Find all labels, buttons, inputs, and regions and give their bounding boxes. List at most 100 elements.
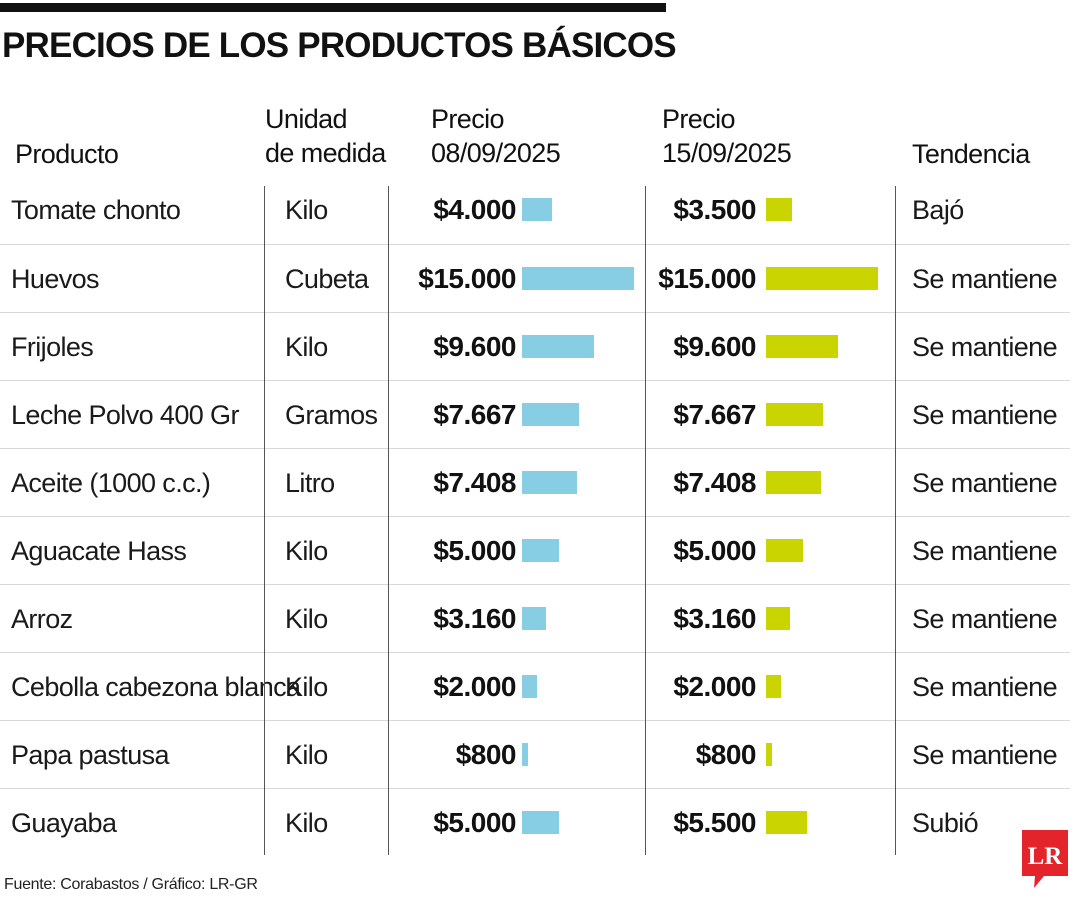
column-header-trend: Tendencia <box>912 137 1030 171</box>
price-week2-label: $15.000 <box>658 263 756 294</box>
bar-week1 <box>522 607 546 630</box>
trend-label: Bajó <box>912 195 964 225</box>
bar-week1 <box>522 267 634 290</box>
column-header-price-week2-line1: Precio <box>662 104 736 134</box>
page-title: PRECIOS DE LOS PRODUCTOS BÁSICOS <box>2 26 677 65</box>
bar-week2 <box>766 539 803 562</box>
bar-week1 <box>522 471 577 494</box>
table-row: Arroz Kilo $3.160 $3.160 Se mantiene <box>0 584 1070 653</box>
product-name: Papa pastusa <box>11 740 170 770</box>
price-week2-label: $3.500 <box>673 194 756 225</box>
source-note: Fuente: Corabastos / Gráfico: LR-GR <box>4 876 258 893</box>
table-row: Aguacate Hass Kilo $5.000 $5.000 Se mantiene <box>0 516 1070 585</box>
trend-label: Se mantiene <box>912 468 1058 498</box>
table-row: Huevos Cubeta $15.000 $15.000 Se mantiene <box>0 244 1070 313</box>
price-week2-label: $2.000 <box>673 671 756 702</box>
lr-logo-text: LR <box>1028 843 1064 870</box>
bar-week2 <box>766 198 792 221</box>
trend-label: Se mantiene <box>912 264 1058 294</box>
column-header-product: Producto <box>15 137 119 171</box>
price-week1-label: $7.667 <box>433 399 516 430</box>
product-name: Tomate chonto <box>11 195 181 225</box>
product-name: Cebolla cabezona blanca <box>11 672 301 702</box>
table-row: Cebolla cabezona blanca Kilo $2.000 $2.000 S… <box>0 652 1070 721</box>
unit-label: Kilo <box>285 808 328 838</box>
column-header-unit: Unidad de medida <box>265 102 386 170</box>
table-row: Aceite (1000 c.c.) Litro $7.408 $7.408 Se ma… <box>0 448 1070 517</box>
price-week2-label: $800 <box>695 739 757 770</box>
title-rule <box>0 3 666 12</box>
bar-week1 <box>522 743 528 766</box>
trend-label: Subió <box>912 808 979 838</box>
price-week2-label: $7.667 <box>673 399 756 430</box>
bar-week2 <box>766 471 821 494</box>
product-name: Aguacate Hass <box>11 536 187 566</box>
column-header-price-week1-line1: Precio <box>431 104 505 134</box>
price-week2-label: $3.160 <box>673 603 756 634</box>
trend-label: Se mantiene <box>912 740 1058 770</box>
product-name: Leche Polvo 400 Gr <box>11 400 239 430</box>
price-week1-label: $5.000 <box>433 807 516 838</box>
bar-week2 <box>766 267 878 290</box>
table-row: Frijoles Kilo $9.600 $9.600 Se mantiene <box>0 312 1070 381</box>
column-header-unit-line2: de medida <box>265 138 386 168</box>
column-divider <box>895 186 896 855</box>
product-name: Guayaba <box>11 808 117 838</box>
unit-label: Litro <box>285 468 335 498</box>
price-week1-label: $15.000 <box>418 263 516 294</box>
column-header-price-week1-line2: 08/09/2025 <box>431 138 561 168</box>
price-week1-label: $3.160 <box>433 603 516 634</box>
price-week1-label: $2.000 <box>433 671 516 702</box>
column-header-price-week2: Precio 15/09/2025 <box>662 102 792 170</box>
price-week1-label: $800 <box>455 739 517 770</box>
bar-week1 <box>522 198 552 221</box>
bar-week2 <box>766 675 781 698</box>
column-header-price-week2-line2: 15/09/2025 <box>662 138 792 168</box>
table-row: Guayaba Kilo $5.000 $5.500 Subió <box>0 788 1070 857</box>
bar-week2 <box>766 607 790 630</box>
unit-label: Kilo <box>285 536 328 566</box>
product-name: Aceite (1000 c.c.) <box>11 468 211 498</box>
trend-label: Se mantiene <box>912 400 1058 430</box>
table-row: Papa pastusa Kilo $800 $800 Se mantiene <box>0 720 1070 789</box>
bar-week1 <box>522 335 594 358</box>
price-week2-label: $5.000 <box>673 535 756 566</box>
column-header-trend-label: Tendencia <box>912 139 1030 169</box>
column-header-price-week1: Precio 08/09/2025 <box>431 102 561 170</box>
bar-week1 <box>522 675 537 698</box>
price-week1-label: $4.000 <box>433 194 516 225</box>
bar-week1 <box>522 403 579 426</box>
price-week1-label: $9.600 <box>433 331 516 362</box>
trend-label: Se mantiene <box>912 672 1058 702</box>
column-header-product-label: Producto <box>15 139 119 169</box>
trend-label: Se mantiene <box>912 604 1058 634</box>
column-header-unit-line1: Unidad <box>265 104 348 134</box>
unit-label: Kilo <box>285 740 328 770</box>
unit-label: Kilo <box>285 604 328 634</box>
product-name: Huevos <box>11 264 100 294</box>
unit-label: Kilo <box>285 332 328 362</box>
price-week2-label: $9.600 <box>673 331 756 362</box>
price-week2-label: $5.500 <box>673 807 756 838</box>
trend-label: Se mantiene <box>912 536 1058 566</box>
trend-label: Se mantiene <box>912 332 1058 362</box>
unit-label: Kilo <box>285 195 328 225</box>
table-row: Tomate chonto Kilo $4.000 $3.500 Bajó <box>0 176 1070 244</box>
lr-logo-icon: LR <box>1022 830 1068 888</box>
column-divider <box>264 186 265 855</box>
price-week2-label: $7.408 <box>673 467 756 498</box>
product-name: Arroz <box>11 604 73 634</box>
bar-week2 <box>766 811 807 834</box>
product-name: Frijoles <box>11 332 94 362</box>
unit-label: Kilo <box>285 672 328 702</box>
bar-week2 <box>766 403 823 426</box>
price-week1-label: $5.000 <box>433 535 516 566</box>
column-divider <box>388 186 389 855</box>
table-row: Leche Polvo 400 Gr Gramos $7.667 $7.667 Se m… <box>0 380 1070 449</box>
bar-week1 <box>522 539 559 562</box>
unit-label: Cubeta <box>285 264 369 294</box>
bar-week1 <box>522 811 559 834</box>
price-week1-label: $7.408 <box>433 467 516 498</box>
unit-label: Gramos <box>285 400 378 430</box>
bar-week2 <box>766 335 838 358</box>
